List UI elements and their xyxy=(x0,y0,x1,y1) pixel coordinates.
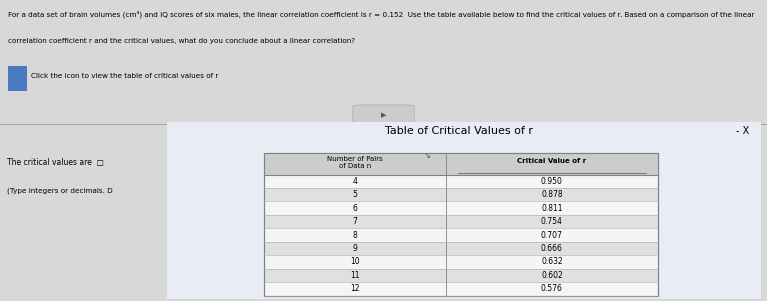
Text: 8: 8 xyxy=(353,231,357,240)
Text: 5: 5 xyxy=(353,190,357,199)
Text: 0.878: 0.878 xyxy=(541,190,563,199)
Text: 0.754: 0.754 xyxy=(541,217,563,226)
Text: correlation coefficient r and the critical values, what do you conclude about a : correlation coefficient r and the critic… xyxy=(8,38,355,44)
Text: 10: 10 xyxy=(351,257,360,266)
Text: - X: - X xyxy=(736,126,749,136)
Bar xyxy=(264,153,658,175)
Text: For a data set of brain volumes (cm³) and IQ scores of six males, the linear cor: For a data set of brain volumes (cm³) an… xyxy=(8,10,754,18)
Text: ↘: ↘ xyxy=(424,151,431,160)
Text: (Type integers or decimals. D: (Type integers or decimals. D xyxy=(7,188,113,194)
Text: Critical Value of r: Critical Value of r xyxy=(517,158,587,164)
Text: 0.632: 0.632 xyxy=(541,257,563,266)
Text: Table of Critical Values of r: Table of Critical Values of r xyxy=(385,126,533,136)
Text: 11: 11 xyxy=(351,271,360,280)
Text: The critical values are  □: The critical values are □ xyxy=(7,158,104,167)
Text: 0.811: 0.811 xyxy=(542,204,563,213)
Bar xyxy=(264,153,658,296)
Text: 6: 6 xyxy=(353,204,357,213)
Bar xyxy=(264,242,658,255)
Bar xyxy=(264,153,658,296)
Text: 12: 12 xyxy=(351,284,360,293)
Text: ▶: ▶ xyxy=(380,112,387,118)
Text: 0.950: 0.950 xyxy=(541,177,563,186)
Text: 0.602: 0.602 xyxy=(541,271,563,280)
Text: 0.666: 0.666 xyxy=(541,244,563,253)
Text: 4: 4 xyxy=(353,177,357,186)
Text: 9: 9 xyxy=(353,244,357,253)
Bar xyxy=(8,66,27,91)
Bar xyxy=(264,188,658,201)
FancyBboxPatch shape xyxy=(353,105,414,125)
Bar xyxy=(264,215,658,228)
Text: Click the icon to view the table of critical values of r: Click the icon to view the table of crit… xyxy=(31,73,218,79)
Text: Number of Pairs
of Data n: Number of Pairs of Data n xyxy=(327,156,383,169)
Text: 0.707: 0.707 xyxy=(541,231,563,240)
Text: 7: 7 xyxy=(353,217,357,226)
Bar xyxy=(264,269,658,282)
Text: 0.576: 0.576 xyxy=(541,284,563,293)
